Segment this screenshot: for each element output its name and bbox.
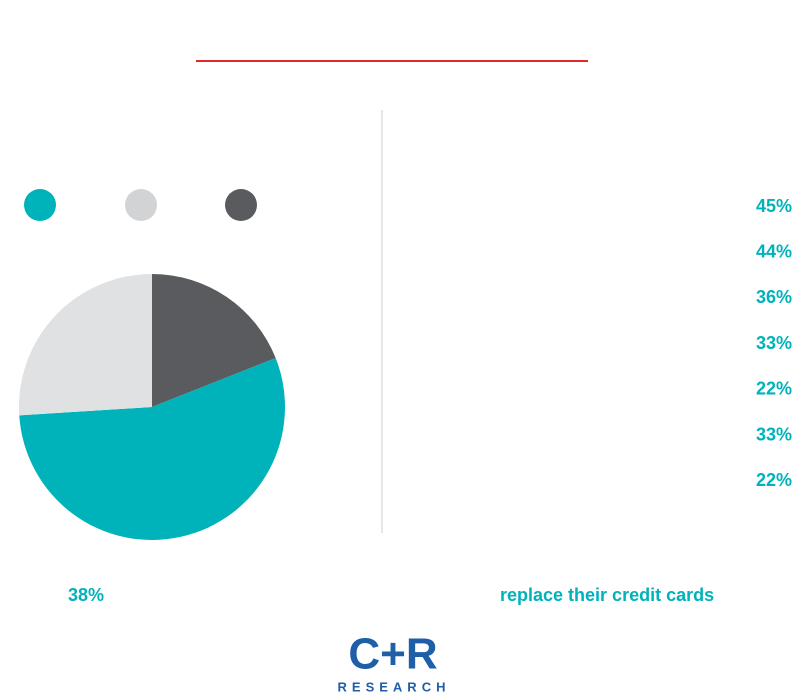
pie bbox=[19, 274, 285, 540]
pie-slice bbox=[152, 274, 276, 407]
stat-value: 22% bbox=[756, 379, 792, 399]
stat-value: 33% bbox=[756, 333, 792, 353]
right-note: replace their credit cards bbox=[500, 585, 714, 605]
legend-swatch bbox=[24, 189, 56, 221]
stat-value: 36% bbox=[756, 287, 792, 307]
pie-slice bbox=[19, 358, 285, 540]
legend-swatch bbox=[125, 189, 157, 221]
stat-value: 22% bbox=[756, 470, 792, 490]
stat-value: 33% bbox=[756, 424, 792, 444]
pie-slice bbox=[19, 274, 152, 416]
stats: 45% 44% 36% 33% 22% 33% 22% bbox=[756, 196, 792, 490]
stat-value: 45% bbox=[756, 196, 792, 216]
pie-note: 38% bbox=[68, 585, 104, 605]
logo-word: RESEARCH bbox=[338, 679, 451, 694]
logo-mark: C+R bbox=[348, 630, 437, 679]
stat-value: 44% bbox=[756, 241, 792, 261]
legend-swatch bbox=[225, 189, 257, 221]
